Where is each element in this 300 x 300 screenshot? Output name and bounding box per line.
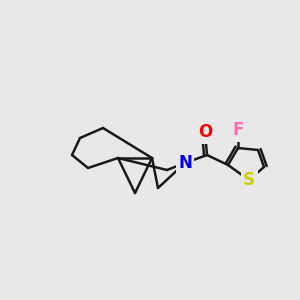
Text: F: F (232, 121, 244, 139)
Text: N: N (178, 154, 192, 172)
Text: O: O (198, 123, 212, 141)
Text: S: S (243, 171, 255, 189)
